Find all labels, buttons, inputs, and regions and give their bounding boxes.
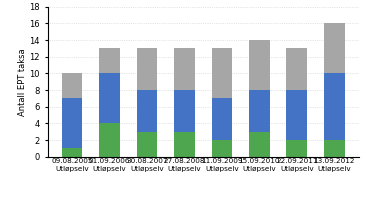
Bar	[137, 90, 157, 132]
Bar	[324, 23, 344, 73]
Bar	[137, 48, 157, 90]
Bar	[174, 132, 195, 157]
Bar	[174, 48, 195, 90]
Bar	[249, 132, 270, 157]
Bar	[137, 132, 157, 157]
Bar	[212, 140, 232, 157]
Bar	[249, 40, 270, 90]
Bar	[99, 123, 120, 157]
Bar	[62, 98, 82, 149]
Bar	[62, 149, 82, 157]
Y-axis label: Antall EPT taksa: Antall EPT taksa	[18, 48, 27, 116]
Bar	[249, 90, 270, 132]
Bar	[324, 73, 344, 140]
Bar	[287, 48, 307, 90]
Bar	[212, 48, 232, 98]
Bar	[99, 73, 120, 123]
Bar	[62, 73, 82, 98]
Bar	[174, 90, 195, 132]
Bar	[324, 140, 344, 157]
Bar	[212, 98, 232, 140]
Bar	[99, 48, 120, 73]
Bar	[287, 90, 307, 140]
Bar	[287, 140, 307, 157]
